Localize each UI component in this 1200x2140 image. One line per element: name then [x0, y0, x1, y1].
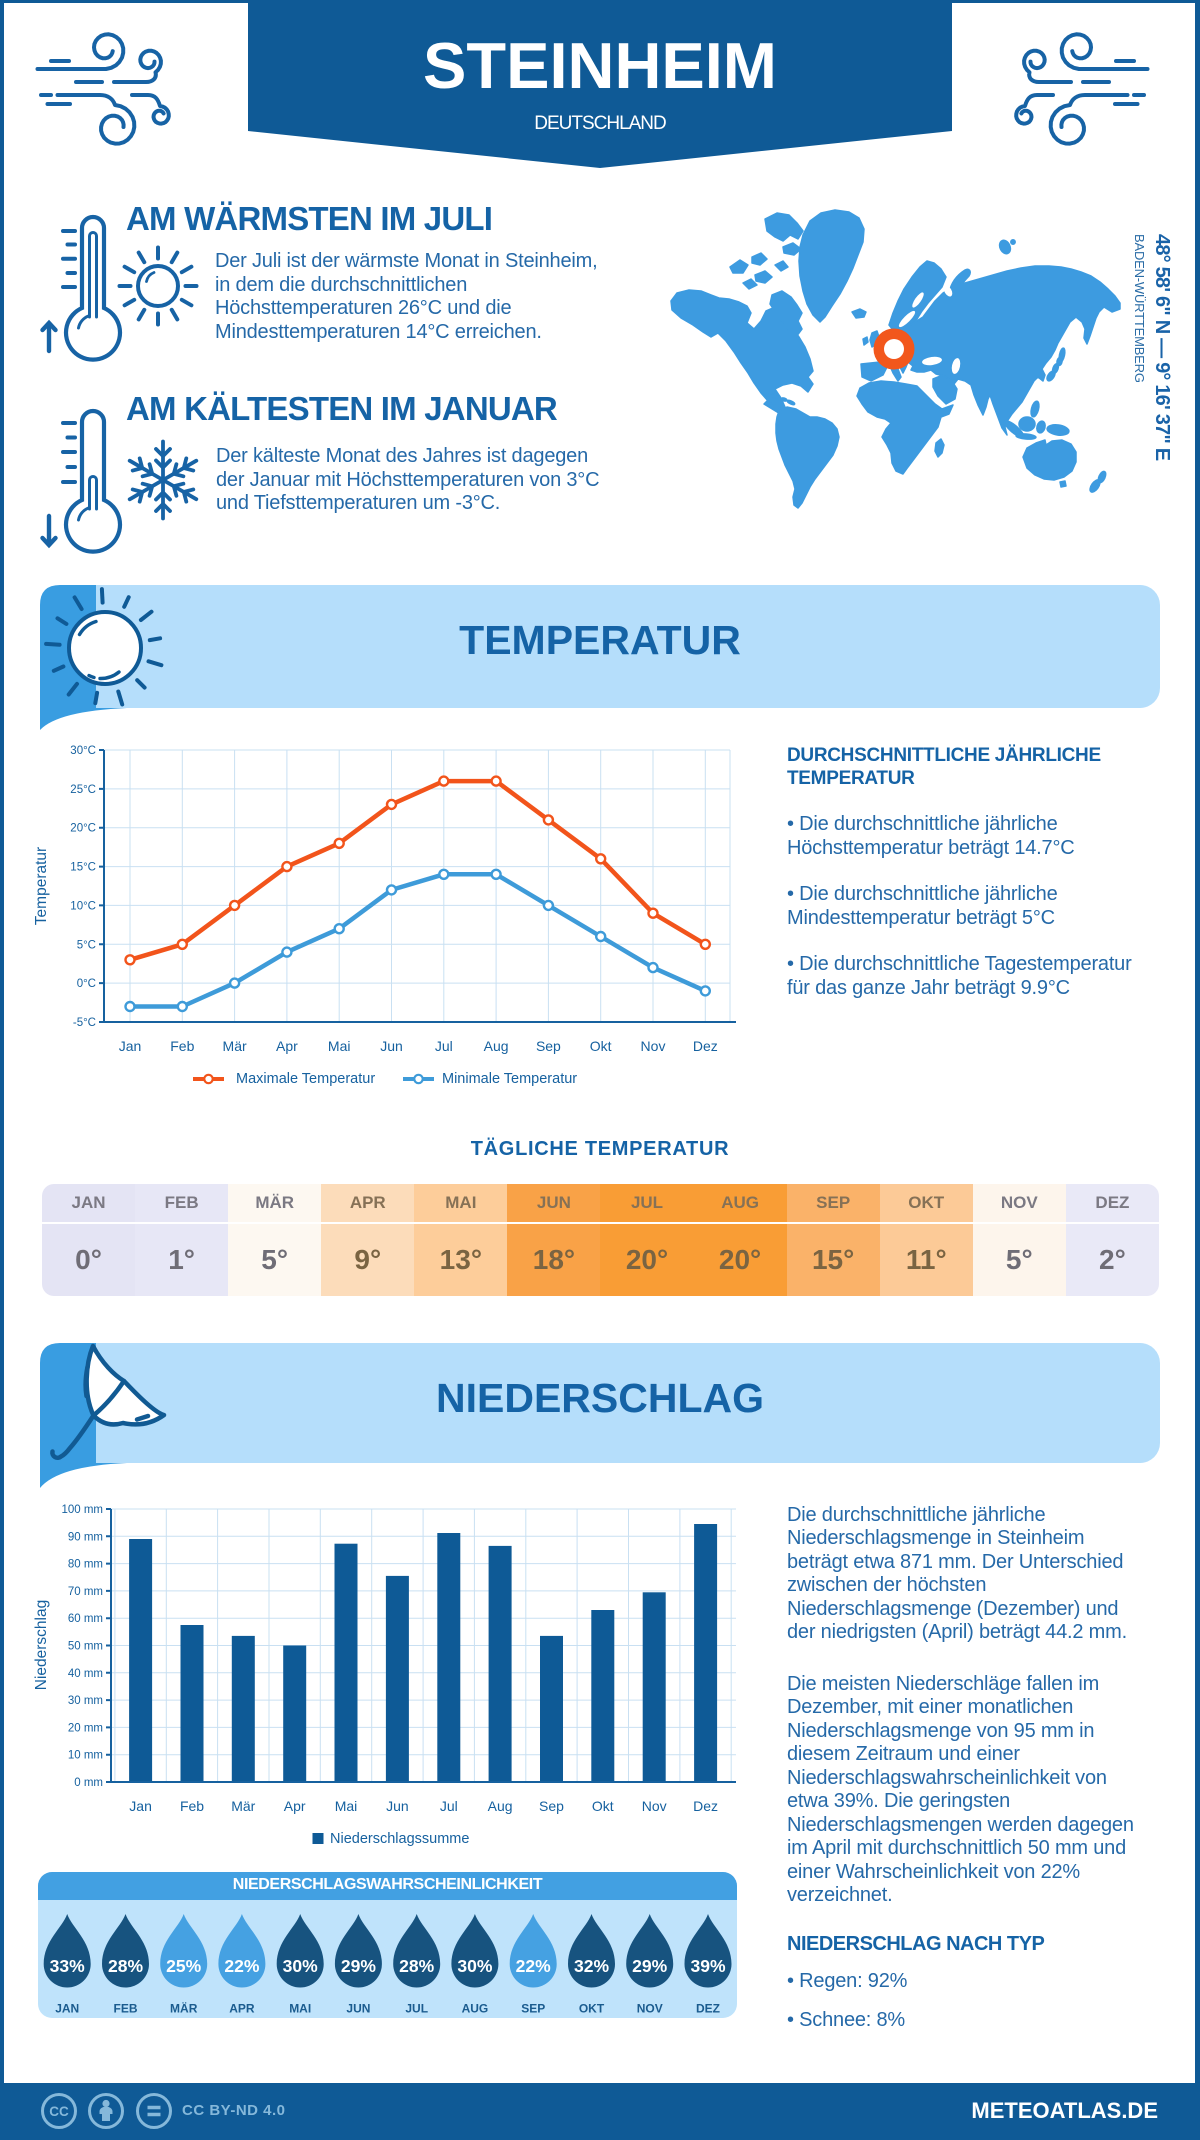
svg-text:Aug: Aug	[488, 1798, 513, 1814]
svg-text:Feb: Feb	[170, 1038, 194, 1054]
svg-text:Nov: Nov	[642, 1798, 667, 1814]
svg-text:0 mm: 0 mm	[74, 1777, 103, 1789]
svg-text:Jul: Jul	[440, 1798, 458, 1814]
svg-text:5°C: 5°C	[77, 939, 96, 951]
svg-text:70 mm: 70 mm	[68, 1586, 103, 1598]
svg-text:Temperatur: Temperatur	[33, 847, 50, 925]
svg-text:FEB: FEB	[114, 2002, 138, 2016]
svg-text:NOV: NOV	[637, 2002, 663, 2016]
svg-text:Jan: Jan	[119, 1038, 142, 1054]
svg-text:Nov: Nov	[641, 1038, 666, 1054]
svg-text:25%: 25%	[166, 1956, 201, 1976]
svg-text:Jun: Jun	[386, 1798, 409, 1814]
svg-text:Sep: Sep	[539, 1798, 564, 1814]
svg-text:32%: 32%	[574, 1956, 609, 1976]
svg-text:Mär: Mär	[231, 1798, 255, 1814]
svg-text:Dez: Dez	[693, 1798, 718, 1814]
svg-text:28%: 28%	[399, 1956, 434, 1976]
svg-text:APR: APR	[229, 2002, 255, 2016]
svg-text:Maximale Temperatur: Maximale Temperatur	[236, 1071, 375, 1087]
svg-text:Jan: Jan	[129, 1798, 152, 1814]
svg-text:30 mm: 30 mm	[68, 1695, 103, 1707]
svg-text:JUL: JUL	[405, 2002, 428, 2016]
svg-text:50 mm: 50 mm	[68, 1641, 103, 1653]
svg-text:90 mm: 90 mm	[68, 1531, 103, 1543]
svg-text:30°C: 30°C	[70, 745, 96, 757]
svg-text:SEP: SEP	[521, 2002, 545, 2016]
svg-text:15°C: 15°C	[70, 862, 96, 874]
svg-text:22%: 22%	[224, 1956, 259, 1976]
svg-text:Sep: Sep	[536, 1038, 561, 1054]
svg-text:MAI: MAI	[289, 2002, 311, 2016]
svg-text:-5°C: -5°C	[73, 1017, 96, 1029]
svg-text:Jul: Jul	[435, 1038, 453, 1054]
svg-text:30%: 30%	[457, 1956, 492, 1976]
svg-text:10°C: 10°C	[70, 900, 96, 912]
svg-text:29%: 29%	[341, 1956, 376, 1976]
svg-text:JAN: JAN	[55, 2002, 79, 2016]
svg-text:60 mm: 60 mm	[68, 1613, 103, 1625]
svg-text:33%: 33%	[50, 1956, 85, 1976]
svg-text:40 mm: 40 mm	[68, 1668, 103, 1680]
svg-text:Mai: Mai	[328, 1038, 351, 1054]
svg-text:OKT: OKT	[579, 2002, 605, 2016]
svg-text:Okt: Okt	[592, 1798, 614, 1814]
svg-text:30%: 30%	[283, 1956, 318, 1976]
svg-text:AUG: AUG	[462, 2002, 489, 2016]
svg-text:Dez: Dez	[693, 1038, 718, 1054]
svg-text:Feb: Feb	[180, 1798, 204, 1814]
svg-text:MÄR: MÄR	[170, 2001, 198, 2016]
svg-text:Aug: Aug	[484, 1038, 509, 1054]
svg-text:29%: 29%	[632, 1956, 667, 1976]
svg-text:0°C: 0°C	[77, 978, 96, 990]
svg-text:CC: CC	[49, 2104, 69, 2119]
svg-text:Niederschlag: Niederschlag	[33, 1600, 50, 1690]
svg-text:Minimale Temperatur: Minimale Temperatur	[442, 1071, 577, 1087]
svg-text:28%: 28%	[108, 1956, 143, 1976]
svg-text:22%: 22%	[516, 1956, 551, 1976]
svg-text:100 mm: 100 mm	[61, 1504, 103, 1516]
svg-text:Apr: Apr	[284, 1798, 306, 1814]
svg-text:80 mm: 80 mm	[68, 1559, 103, 1571]
svg-text:10 mm: 10 mm	[68, 1750, 103, 1762]
svg-text:39%: 39%	[690, 1956, 725, 1976]
svg-text:Niederschlagssumme: Niederschlagssumme	[330, 1831, 469, 1847]
svg-text:JUN: JUN	[346, 2002, 370, 2016]
svg-text:Mär: Mär	[223, 1038, 247, 1054]
svg-text:DEZ: DEZ	[696, 2002, 720, 2016]
svg-text:25°C: 25°C	[70, 784, 96, 796]
svg-text:Apr: Apr	[276, 1038, 298, 1054]
svg-text:Jun: Jun	[380, 1038, 403, 1054]
svg-text:20 mm: 20 mm	[68, 1722, 103, 1734]
svg-text:Okt: Okt	[590, 1038, 612, 1054]
svg-text:Mai: Mai	[335, 1798, 358, 1814]
svg-text:20°C: 20°C	[70, 823, 96, 835]
